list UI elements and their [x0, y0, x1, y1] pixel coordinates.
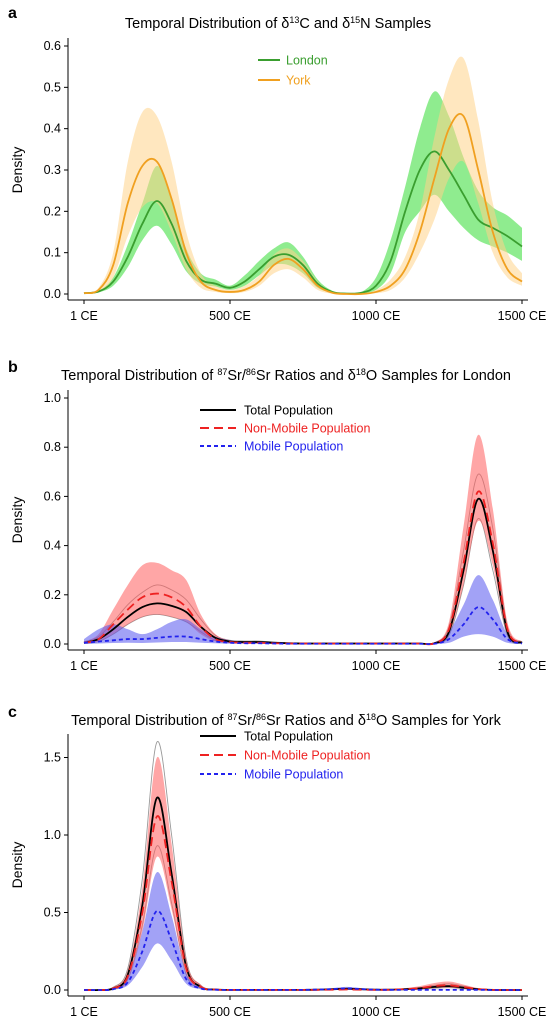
series-line — [83, 490, 523, 646]
title-text: Temporal Distribution of δ — [125, 16, 289, 32]
y-tick-label: 0.4 — [44, 122, 61, 136]
y-tick-label: 0.0 — [44, 287, 61, 301]
x-tick-label: 1500 CE — [498, 659, 547, 673]
title-text: N Samples — [360, 16, 431, 32]
series-band-upper — [83, 473, 523, 645]
legend-label: Non-Mobile Population — [244, 422, 371, 436]
panel-b: b Temporal Distribution of 87Sr/86Sr Rati… — [8, 359, 546, 673]
x-tick-label: 1500 CE — [498, 1005, 547, 1019]
x-tick-label: 500 CE — [209, 309, 251, 323]
y-axis-label: Density — [9, 842, 25, 889]
series-band — [84, 756, 522, 991]
legend-label: Total Population — [244, 404, 333, 418]
y-tick-label: 0.8 — [44, 440, 61, 454]
y-tick-label: 0.5 — [44, 80, 61, 94]
legend-label: Mobile Population — [244, 440, 343, 454]
y-tick-label: 1.0 — [44, 828, 61, 842]
title-superscript: 87 — [217, 367, 227, 377]
legend-label: York — [286, 74, 311, 88]
title-text: O Samples for York — [376, 713, 502, 729]
title-text: Sr/ — [227, 368, 247, 384]
series-band — [84, 872, 522, 991]
y-tick-label: 0.2 — [44, 588, 61, 602]
panel-letter: a — [8, 5, 17, 22]
x-tick-label: 1 CE — [70, 659, 98, 673]
title-text: Sr Ratios and δ — [266, 713, 366, 729]
panel-a: a Temporal Distribution of δ13C and δ15N … — [8, 5, 546, 323]
y-tick-label: 0.2 — [44, 204, 61, 218]
series-band — [84, 575, 522, 645]
title-superscript: 18 — [356, 367, 366, 377]
series-line — [83, 606, 523, 645]
title-text: O Samples for London — [366, 368, 511, 384]
chart-title: Temporal Distribution of 87Sr/86Sr Ratio… — [61, 367, 511, 384]
y-tick-label: 0.6 — [44, 489, 61, 503]
title-superscript: 86 — [256, 712, 266, 722]
x-tick-label: 1000 CE — [352, 1005, 401, 1019]
chart-title: Temporal Distribution of 87Sr/86Sr Ratio… — [71, 712, 502, 729]
x-tick-label: 1 CE — [70, 1005, 98, 1019]
x-tick-label: 1000 CE — [352, 659, 401, 673]
y-tick-label: 0.6 — [44, 39, 61, 53]
x-tick-label: 1000 CE — [352, 309, 401, 323]
legend: Total Population Non-Mobile Population Mob… — [200, 730, 371, 782]
chart-title: Temporal Distribution of δ13C and δ15N S… — [125, 15, 431, 32]
title-superscript: 18 — [366, 712, 376, 722]
panel-letter: c — [8, 704, 17, 721]
title-superscript: 86 — [246, 367, 256, 377]
x-tick-label: 500 CE — [209, 1005, 251, 1019]
y-tick-label: 0.0 — [44, 983, 61, 997]
y-axis-label: Density — [9, 147, 25, 194]
y-tick-label: 1.0 — [44, 391, 61, 405]
y-tick-label: 0.1 — [44, 246, 61, 260]
y-tick-label: 0.0 — [44, 637, 61, 651]
x-tick-label: 500 CE — [209, 659, 251, 673]
title-superscript: 87 — [227, 712, 237, 722]
panel-c: c Temporal Distribution of 87Sr/86Sr Rati… — [8, 704, 546, 1019]
panel-letter: b — [8, 359, 18, 376]
title-text: Sr Ratios and δ — [256, 368, 356, 384]
title-text: Temporal Distribution of — [71, 713, 227, 729]
x-tick-label: 1 CE — [70, 309, 98, 323]
series-band — [84, 434, 522, 645]
series-line — [83, 910, 522, 991]
title-superscript: 15 — [350, 15, 360, 25]
series-line — [83, 112, 523, 296]
y-tick-label: 1.5 — [44, 751, 61, 765]
title-text: C and δ — [299, 16, 350, 32]
legend: Total Population Non-Mobile Population Mob… — [200, 404, 371, 454]
legend-label: Non-Mobile Population — [244, 749, 371, 763]
series-line — [83, 150, 523, 295]
legend: London York — [258, 54, 328, 88]
y-axis-label: Density — [9, 497, 25, 544]
legend-label: Total Population — [244, 730, 333, 744]
y-tick-label: 0.4 — [44, 539, 61, 553]
x-tick-label: 1500 CE — [498, 309, 547, 323]
y-tick-label: 0.3 — [44, 163, 61, 177]
title-text: Sr/ — [237, 713, 257, 729]
title-text: Temporal Distribution of — [61, 368, 217, 384]
legend-label: London — [286, 54, 328, 68]
title-superscript: 13 — [289, 15, 299, 25]
legend-label: Mobile Population — [244, 768, 343, 782]
y-tick-label: 0.5 — [44, 906, 61, 920]
